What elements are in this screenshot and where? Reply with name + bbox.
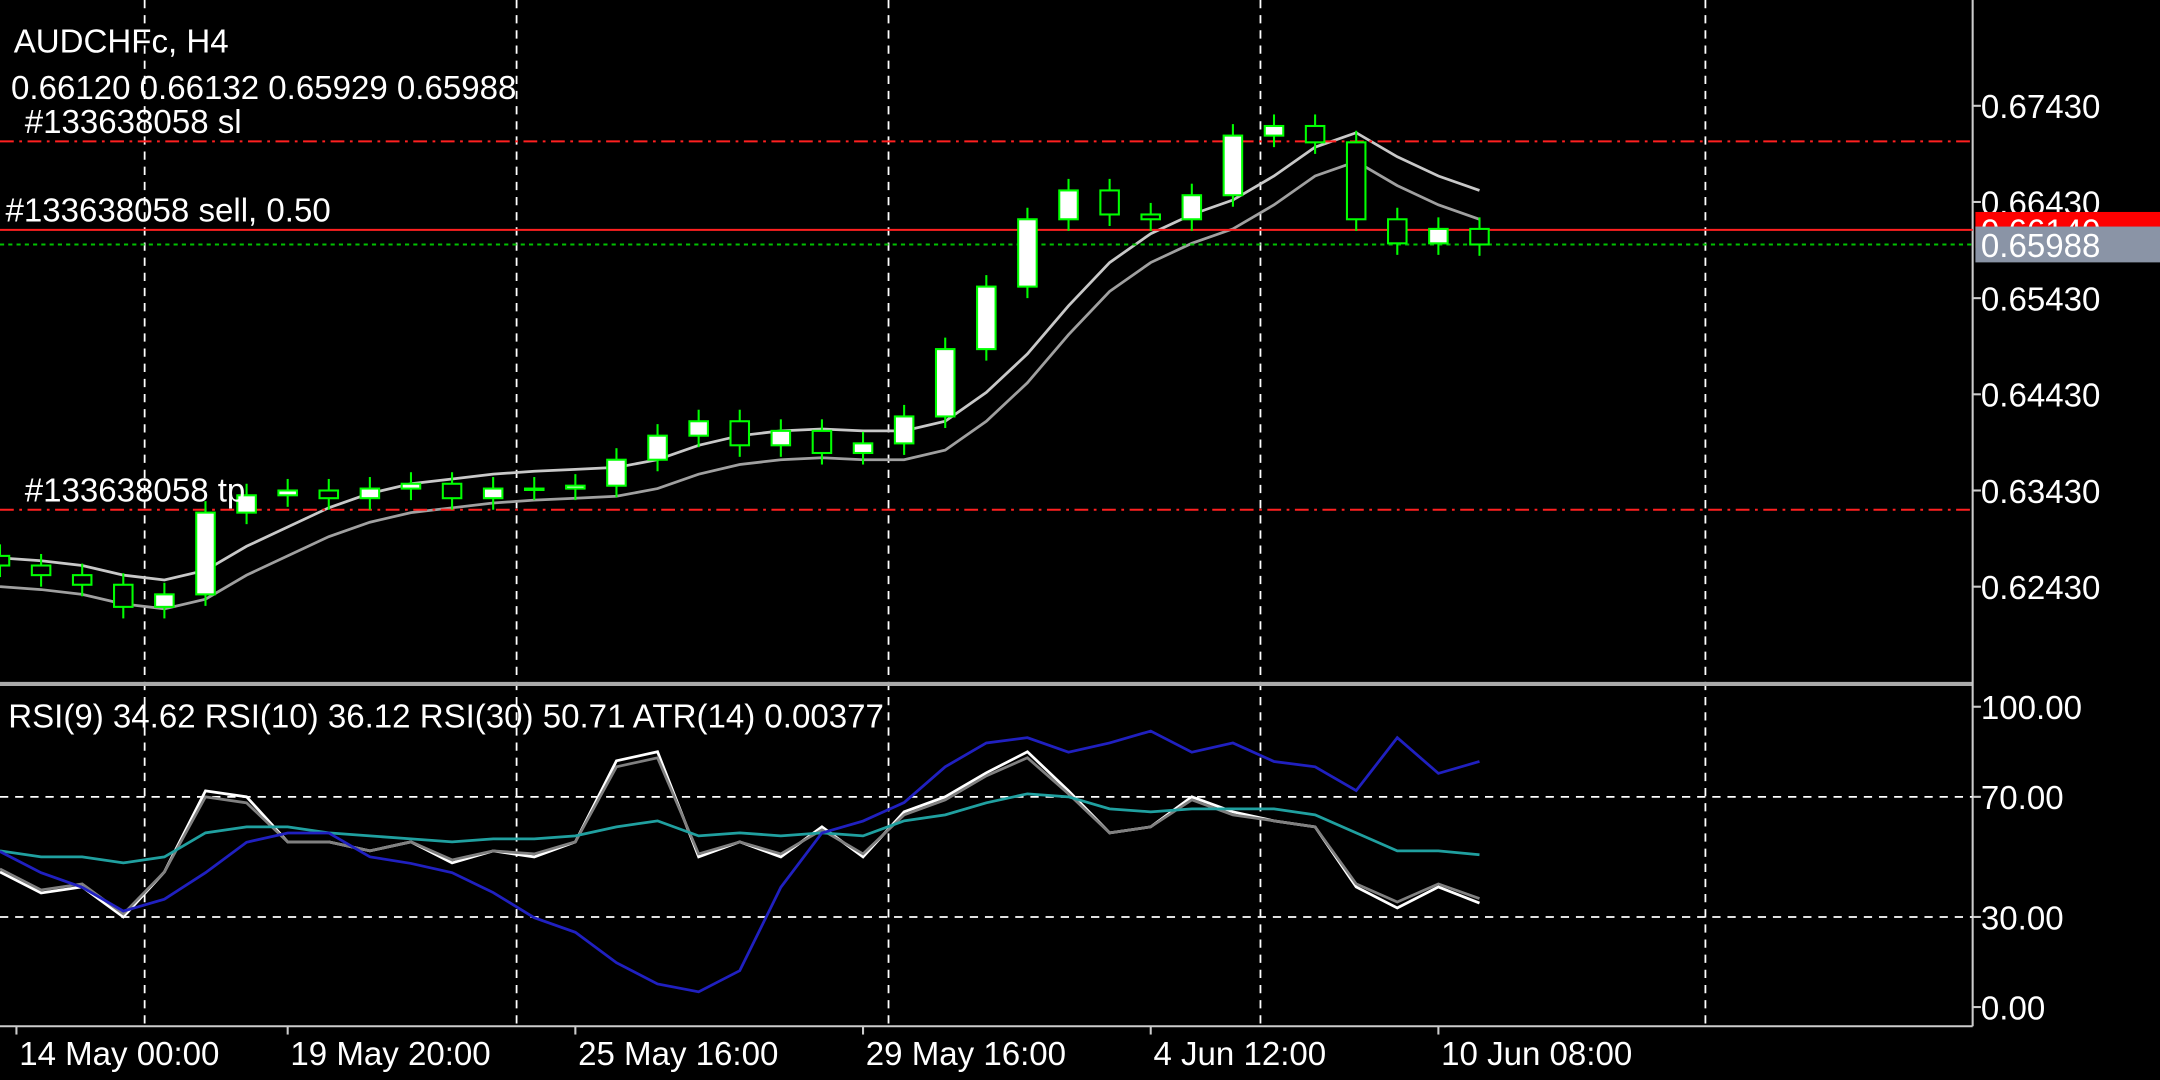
candle-body	[1181, 194, 1203, 221]
indicator-title: RSI(9) 34.62 RSI(10) 36.12 RSI(30) 50.71…	[8, 698, 884, 735]
candle-body	[71, 574, 93, 586]
candle-body	[934, 348, 956, 418]
y-tick-label: 0.67430	[1981, 89, 2100, 126]
candle-body	[1428, 227, 1449, 245]
y-tick-label: 0.63430	[1981, 474, 2100, 511]
y-tick-label: 100.00	[1981, 690, 2082, 727]
candle-body	[647, 434, 668, 461]
candle-body	[729, 420, 751, 447]
line-series	[0, 792, 1480, 865]
x-tick-label: 10 Jun 08:00	[1441, 1036, 1632, 1073]
ohlc-readout: 0.66120 0.66132 0.65929 0.65988	[11, 70, 516, 107]
candle-body	[318, 489, 340, 500]
y-tick-label: 30.00	[1981, 900, 2064, 937]
candle-body	[893, 415, 915, 445]
candle-body	[1263, 124, 1285, 137]
candle-body	[1140, 213, 1161, 221]
candle-body	[811, 429, 833, 455]
price-tag	[1975, 226, 2160, 263]
y-tick-label: 0.00	[1981, 990, 2045, 1027]
candle-body	[236, 494, 257, 514]
x-tick-label: 14 May 00:00	[19, 1036, 219, 1073]
candle-body	[154, 593, 175, 608]
candle-body	[770, 429, 792, 447]
candle-body	[195, 511, 216, 596]
candle-body	[565, 484, 586, 490]
candle-body	[1017, 218, 1038, 288]
x-tick-label: 19 May 20:00	[290, 1036, 490, 1073]
candle-body	[606, 458, 627, 487]
candle-body	[976, 285, 997, 351]
candle-body	[1469, 227, 1490, 246]
order-label: #133638058 sl	[25, 104, 242, 141]
candle-body	[1058, 189, 1079, 221]
line-series	[0, 756, 1480, 916]
candle-body	[1345, 141, 1367, 221]
candle-body	[1304, 124, 1326, 144]
candle-body	[1099, 189, 1120, 216]
x-tick-label: 4 Jun 12:00	[1153, 1036, 1326, 1073]
candle-body	[30, 564, 52, 577]
y-tick-label: 0.64430	[1981, 378, 2100, 415]
line-series	[0, 729, 1480, 994]
order-label: #133638058 tp	[25, 472, 246, 509]
y-tick-label: 70.00	[1981, 780, 2064, 817]
candle-body	[688, 420, 709, 437]
plot	[0, 114, 1973, 994]
candle-body	[482, 487, 504, 500]
candle-body	[852, 442, 874, 455]
candle-body	[1387, 218, 1408, 245]
x-tick-label: 25 May 16:00	[578, 1036, 778, 1073]
candle-body	[113, 583, 134, 608]
y-tick-label: 0.62430	[1981, 570, 2100, 607]
candle-body	[523, 487, 545, 491]
order-label: #133638058 sell, 0.50	[6, 193, 331, 230]
candle-body	[0, 554, 11, 567]
candle-body	[400, 482, 422, 490]
price-tag-label: 0.65988	[1981, 228, 2100, 265]
y-tick-label: 0.65430	[1981, 282, 2100, 319]
x-tick-label: 29 May 16:00	[866, 1036, 1066, 1073]
candle-body	[441, 482, 463, 500]
candle-body	[277, 489, 298, 497]
candle-body	[359, 487, 381, 500]
candle-body	[1222, 134, 1244, 197]
chart-title: AUDCHFc, H4	[14, 23, 229, 60]
